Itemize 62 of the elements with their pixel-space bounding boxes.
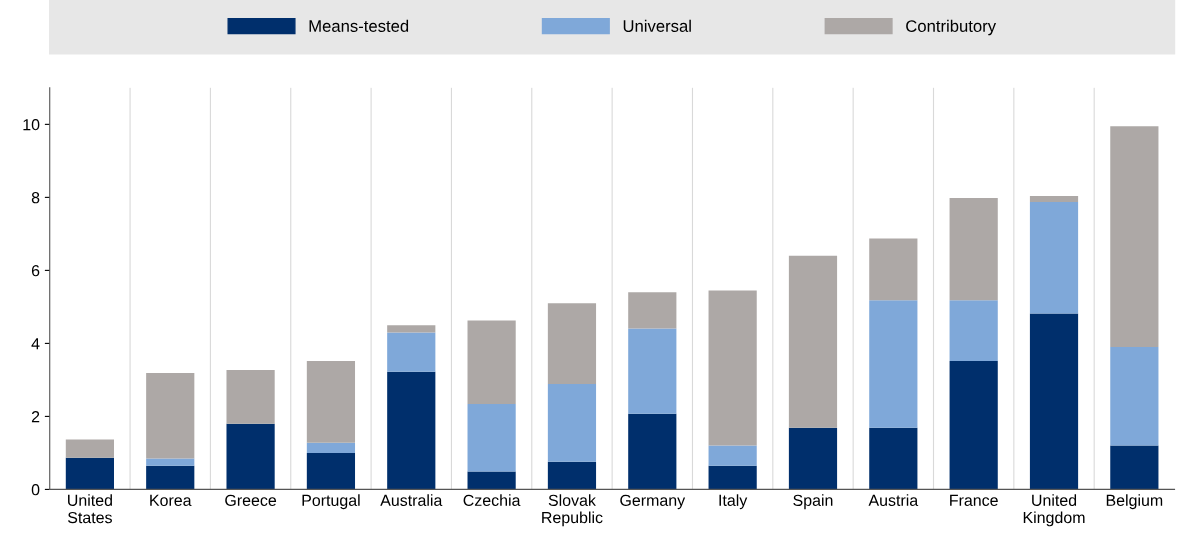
- x-tick-label: Belgium: [1106, 494, 1163, 510]
- x-tick-label: United States: [67, 494, 112, 524]
- x-tick-label: Australia: [380, 494, 443, 507]
- bar: [628, 292, 677, 329]
- bar: [547, 383, 597, 462]
- bar: [146, 465, 195, 490]
- legend-label: Universal: [623, 19, 691, 32]
- bar: [708, 445, 757, 466]
- bar: [708, 290, 757, 446]
- x-tick-label: Czechia: [463, 494, 521, 507]
- bar: [788, 255, 838, 428]
- x-tick-label: Korea: [150, 494, 192, 507]
- x-tick-label: Spain: [793, 494, 833, 510]
- bar: [788, 427, 838, 490]
- bar: [226, 423, 275, 490]
- y-tick-label: 4: [31, 338, 40, 350]
- bar: [226, 370, 275, 424]
- y-tick-label: 10: [23, 119, 40, 131]
- bar: [65, 439, 114, 458]
- bar: [1110, 347, 1159, 446]
- bar: [387, 371, 436, 490]
- bar: [869, 300, 918, 428]
- bar: [1029, 313, 1079, 490]
- bar: [949, 198, 998, 301]
- bar: [1029, 195, 1079, 203]
- bar: [387, 332, 436, 372]
- bar: [387, 325, 436, 333]
- x-tick-label: Greece: [225, 494, 277, 507]
- bar: [708, 465, 757, 490]
- bar: [628, 413, 677, 490]
- bar: [949, 300, 998, 361]
- bar: [306, 360, 356, 443]
- bar: [146, 458, 195, 466]
- y-tick-label: 0: [31, 484, 40, 496]
- y-tick-label: 6: [31, 265, 40, 277]
- x-tick-label: United Kingdom: [1023, 494, 1085, 527]
- bar: [869, 238, 918, 301]
- legend-label: Means-tested: [309, 19, 409, 32]
- bar: [467, 403, 516, 472]
- x-tick-label: Italy: [719, 494, 748, 510]
- x-tick-label: Portugal: [302, 494, 360, 510]
- bar: [1110, 126, 1159, 348]
- bar: [1029, 202, 1079, 314]
- y-tick-label: 2: [31, 411, 40, 423]
- x-tick-label: Germany: [620, 494, 686, 510]
- bar: [869, 427, 918, 490]
- bar: [65, 457, 114, 490]
- x-tick-label: Slovak Republic: [542, 494, 603, 527]
- bar: [467, 471, 516, 490]
- bar: [547, 303, 597, 384]
- bar: [306, 442, 356, 453]
- bar: [1110, 445, 1159, 490]
- x-tick-label: France: [950, 494, 998, 507]
- bar: [628, 328, 677, 414]
- x-tick-label: Austria: [868, 494, 919, 507]
- legend-label: Contributory: [906, 19, 997, 36]
- bar: [547, 461, 597, 490]
- bar: [146, 372, 195, 459]
- y-tick-label: 8: [31, 192, 40, 204]
- bar: [467, 320, 516, 404]
- bar: [949, 360, 998, 490]
- bar: [306, 452, 356, 490]
